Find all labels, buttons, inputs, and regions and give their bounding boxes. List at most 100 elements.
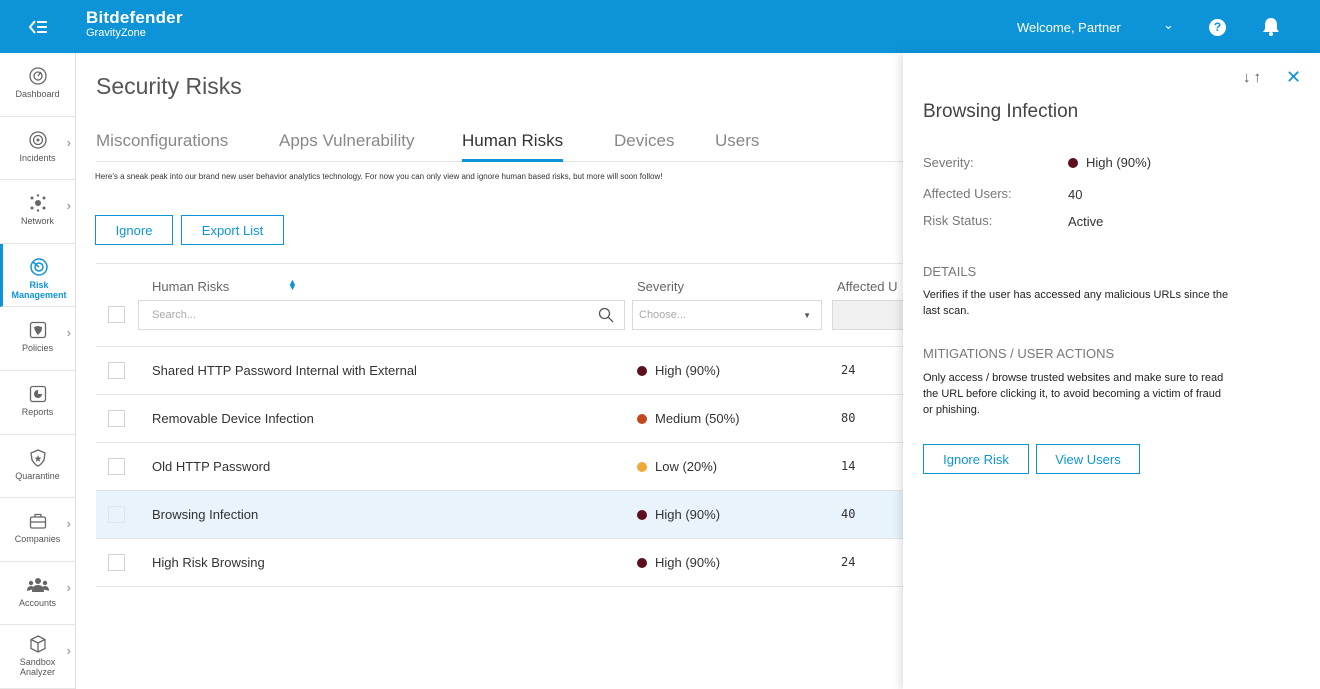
- severity-dot-icon: [1068, 158, 1078, 168]
- main-content: Security Risks Misconfigurations Apps Vu…: [76, 53, 903, 689]
- sidebar-item-label: Sandbox Analyzer: [19, 657, 56, 678]
- menu-toggle-icon[interactable]: [0, 0, 75, 53]
- severity-cell: Low (20%): [637, 459, 717, 474]
- policies-icon: [29, 322, 46, 339]
- column-header-severity[interactable]: Severity: [637, 279, 684, 294]
- severity-filter-select[interactable]: Choose... ▼: [632, 300, 822, 330]
- chevron-right-icon: ›: [66, 643, 71, 659]
- sidebar-item-quarantine[interactable]: Quarantine: [0, 435, 75, 499]
- affected-users-count: 24: [841, 555, 856, 569]
- mitigations-header: MITIGATIONS / USER ACTIONS: [923, 346, 1115, 361]
- affected-users-label: Affected Users:: [923, 186, 1012, 201]
- chevron-right-icon: ›: [66, 325, 71, 341]
- page-title: Security Risks: [96, 73, 242, 99]
- accounts-icon: [26, 577, 49, 592]
- ignore-risk-button[interactable]: Ignore Risk: [923, 444, 1029, 474]
- ignore-button[interactable]: Ignore: [95, 215, 173, 245]
- companies-icon: [29, 514, 46, 529]
- risk-name: Old HTTP Password: [152, 459, 271, 474]
- table-row[interactable]: Old HTTP Password Low (20%) 14: [96, 443, 903, 491]
- sidebar-item-network[interactable]: Network ›: [0, 180, 75, 244]
- sort-icon[interactable]: ▲ ▼: [288, 277, 297, 292]
- divider: [96, 263, 903, 264]
- sidebar-item-label: Reports: [21, 406, 54, 417]
- sidebar-item-policies[interactable]: Policies ›: [0, 307, 75, 371]
- mitigations-text: Only access / browse trusted websites an…: [923, 372, 1224, 416]
- help-icon[interactable]: ?: [1209, 19, 1226, 36]
- sidebar: Dashboard Incidents › Network › Risk Man…: [0, 53, 76, 689]
- sidebar-item-label: Incidents: [19, 152, 56, 163]
- prev-next-arrows-icon[interactable]: ↓↑: [1243, 69, 1264, 86]
- affected-users-count: 14: [841, 459, 856, 473]
- severity-dot-icon: [637, 510, 647, 520]
- dashboard-icon: [28, 67, 47, 85]
- affected-users-count: 80: [841, 411, 856, 425]
- row-checkbox[interactable]: [108, 554, 125, 571]
- chevron-right-icon: ›: [66, 579, 71, 595]
- divider: [96, 346, 903, 347]
- quarantine-icon: [29, 448, 46, 467]
- sidebar-item-risk-management[interactable]: Risk Management: [0, 243, 75, 308]
- bell-icon[interactable]: [1262, 17, 1280, 41]
- info-note: Here's a sneak peak into our brand new u…: [95, 172, 663, 181]
- table-row-selected[interactable]: Browsing Infection High (90%) 40: [96, 491, 903, 539]
- sidebar-item-sandbox-analyzer[interactable]: Sandbox Analyzer ›: [0, 625, 75, 689]
- sandbox-icon: [29, 635, 46, 654]
- severity-text: High (90%): [655, 555, 721, 570]
- select-all-checkbox[interactable]: [108, 306, 125, 323]
- affected-users-filter[interactable]: [832, 300, 903, 330]
- panel-title: Browsing Infection: [923, 101, 1079, 122]
- row-checkbox[interactable]: [108, 410, 125, 427]
- sidebar-item-reports[interactable]: Reports: [0, 371, 75, 435]
- table-row[interactable]: High Risk Browsing High (90%) 24: [96, 539, 903, 587]
- brand-sub: GravityZone: [86, 27, 146, 39]
- tab-users[interactable]: Users: [715, 131, 760, 150]
- sidebar-item-dashboard[interactable]: Dashboard: [0, 53, 75, 117]
- details-header: DETAILS: [923, 264, 977, 279]
- chevron-right-icon: ›: [66, 516, 71, 532]
- sidebar-item-incidents[interactable]: Incidents ›: [0, 117, 75, 181]
- export-list-button[interactable]: Export List: [181, 215, 284, 245]
- risk-status-label: Risk Status:: [923, 213, 993, 228]
- risk-icon: [30, 258, 48, 276]
- sidebar-item-label: Network: [20, 216, 54, 227]
- details-panel: ↓↑ ✕ Browsing Infection Severity: High (…: [903, 53, 1320, 689]
- chevron-right-icon: ›: [66, 198, 71, 214]
- row-checkbox[interactable]: [108, 458, 125, 475]
- chevron-down-icon[interactable]: ⌄: [1163, 17, 1174, 32]
- sidebar-item-label: Accounts: [18, 597, 57, 608]
- row-checkbox[interactable]: [108, 362, 125, 379]
- search-placeholder: Search...: [152, 309, 197, 321]
- close-icon[interactable]: ✕: [1286, 67, 1302, 87]
- view-users-button[interactable]: View Users: [1036, 444, 1140, 474]
- severity-cell: High (90%): [637, 363, 720, 378]
- sidebar-item-accounts[interactable]: Accounts ›: [0, 562, 75, 626]
- severity-dot-icon: [637, 366, 647, 376]
- table-row[interactable]: Removable Device Infection Medium (50%) …: [96, 395, 903, 443]
- sidebar-item-companies[interactable]: Companies ›: [0, 498, 75, 562]
- column-header-human-risks[interactable]: Human Risks: [152, 279, 230, 294]
- severity-text: Low (20%): [655, 459, 718, 474]
- search-input[interactable]: Search...: [138, 300, 625, 330]
- severity-dot-icon: [637, 414, 647, 424]
- column-header-affected-users[interactable]: Affected U: [837, 279, 898, 294]
- network-icon: [30, 194, 45, 212]
- severity-text: High (90%): [1086, 155, 1152, 170]
- severity-dot-icon: [637, 558, 647, 568]
- severity-value: High (90%): [1068, 155, 1151, 170]
- sidebar-item-label: Quarantine: [15, 470, 60, 481]
- risk-status-value: Active: [1068, 214, 1104, 229]
- search-icon: [598, 307, 614, 323]
- brand-logo[interactable]: Bitdefender GravityZone: [86, 9, 183, 39]
- reports-icon: [29, 385, 46, 403]
- tab-apps-vulnerability[interactable]: Apps Vulnerability: [279, 131, 415, 150]
- severity-text: High (90%): [655, 363, 721, 378]
- welcome-text[interactable]: Welcome, Partner: [1017, 20, 1121, 35]
- tab-misconfigurations[interactable]: Misconfigurations: [96, 131, 229, 150]
- tab-human-risks[interactable]: Human Risks: [462, 131, 564, 162]
- details-text: Verifies if the user has accessed any ma…: [923, 289, 1229, 317]
- table-row[interactable]: Shared HTTP Password Internal with Exter…: [96, 347, 903, 395]
- row-checkbox[interactable]: [108, 506, 125, 523]
- tab-devices[interactable]: Devices: [614, 131, 675, 150]
- risk-name: Shared HTTP Password Internal with Exter…: [152, 363, 417, 378]
